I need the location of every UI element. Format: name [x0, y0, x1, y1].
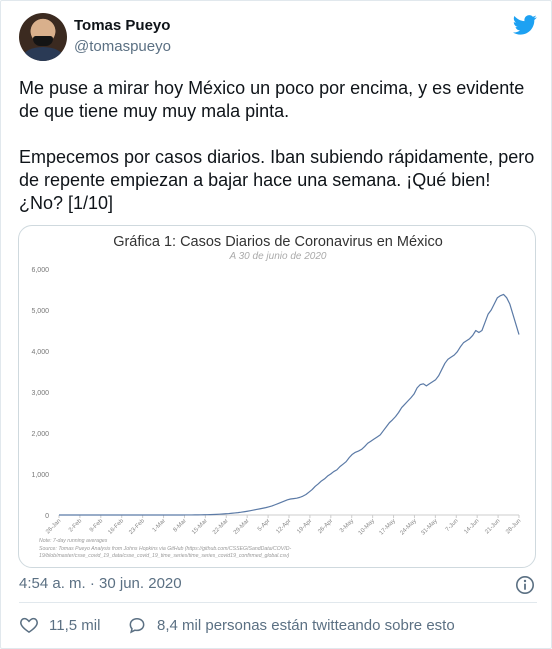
chart-annotation: 19/blob/master/csse_covid_19_data/csse_c… — [39, 553, 290, 559]
conversation-link[interactable]: 8,4 mil personas están twitteando sobre … — [127, 615, 455, 635]
x-tick-label: 26-Jan — [45, 518, 62, 535]
tweet-text: Me puse a mirar hoy México un poco por e… — [19, 77, 539, 215]
divider — [19, 602, 537, 603]
tweet-media-chart[interactable]: Gráfica 1: Casos Diarios de Coronavirus … — [18, 225, 536, 568]
avatar-mask — [33, 36, 53, 46]
y-tick-label: 6,000 — [31, 267, 49, 274]
tweet-timestamp[interactable]: 4:54 a. m. · 30 jun. 2020 — [19, 575, 182, 592]
chart-title: Gráfica 1: Casos Diarios de Coronavirus … — [113, 234, 443, 250]
series-line — [59, 293, 520, 516]
y-tick-label: 1,000 — [31, 472, 49, 479]
info-icon[interactable] — [515, 575, 535, 595]
line-chart: Gráfica 1: Casos Diarios de Coronavirus … — [31, 234, 522, 559]
y-tick-label: 4,000 — [31, 349, 49, 356]
chart-annotation: Note: 7-day running averages — [39, 538, 108, 544]
x-tick-label: 8-Mar — [173, 518, 188, 533]
heart-icon — [20, 617, 38, 633]
x-tick-label: 1-Mar — [152, 518, 167, 533]
x-tick-label: 26-Apr — [317, 518, 334, 535]
x-tick-label: 15-Mar — [191, 518, 209, 536]
avatar-shirt — [23, 47, 63, 61]
x-tick-label: 21-Jun — [484, 518, 501, 535]
x-tick-label: 9-Feb — [89, 518, 105, 534]
x-tick-label: 7-Jun — [445, 518, 460, 533]
speech-bubble-icon — [129, 617, 145, 634]
x-tick-label: 5-Apr — [257, 518, 272, 533]
x-tick-label: 24-May — [399, 518, 417, 536]
x-tick-label: 14-Jun — [463, 518, 480, 535]
author-handle[interactable]: @tomaspueyo — [74, 38, 171, 55]
y-tick-label: 0 — [45, 513, 49, 520]
like-button[interactable]: 11,5 mil — [19, 615, 100, 635]
like-count: 11,5 mil — [49, 616, 101, 634]
x-tick-label: 2-Feb — [68, 518, 84, 534]
x-tick-label: 17-May — [379, 518, 397, 536]
twitter-bird-icon[interactable] — [513, 15, 537, 35]
author-name[interactable]: Tomas Pueyo — [74, 17, 171, 34]
x-tick-label: 3-May — [339, 518, 355, 534]
talking-count: 8,4 mil personas están twitteando sobre … — [157, 616, 455, 634]
x-tick-label: 28-Jun — [505, 518, 522, 535]
tweet-paragraph: Empecemos por casos diarios. Iban subien… — [19, 147, 535, 213]
y-tick-label: 2,000 — [31, 431, 49, 438]
x-tick-label: 10-May — [358, 518, 376, 536]
x-tick-label: 19-Apr — [296, 518, 313, 535]
x-tick-label: 12-Apr — [275, 518, 292, 535]
x-tick-label: 31-May — [420, 518, 438, 536]
tweet-paragraph: Me puse a mirar hoy México un poco por e… — [19, 78, 525, 121]
x-tick-label: 22-Mar — [212, 518, 230, 536]
avatar[interactable] — [19, 13, 67, 61]
chart-annotation: Source: Tomas Pueyo Analysis from Johns … — [39, 546, 291, 552]
x-tick-label: 16-Feb — [107, 518, 125, 536]
chart-subtitle: A 30 de junio de 2020 — [229, 251, 327, 262]
y-tick-label: 3,000 — [31, 390, 49, 397]
y-tick-label: 5,000 — [31, 308, 49, 315]
x-tick-label: 23-Feb — [128, 518, 146, 536]
x-tick-label: 29-Mar — [233, 518, 251, 536]
